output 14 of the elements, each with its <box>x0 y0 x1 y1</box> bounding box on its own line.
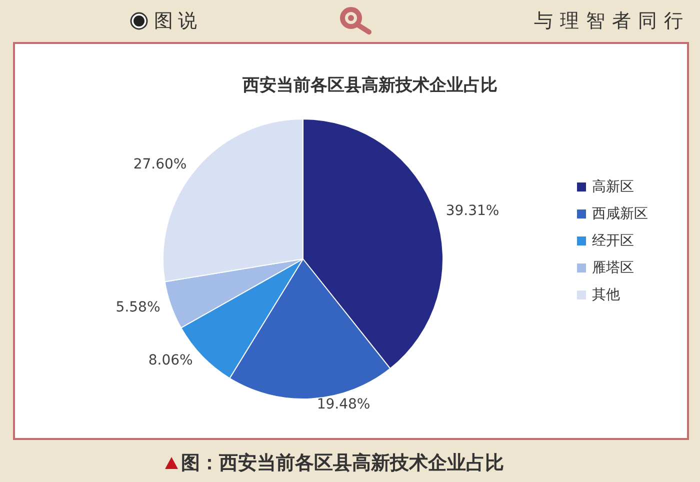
data-label: 8.06% <box>148 352 193 368</box>
data-label: 27.60% <box>133 156 187 172</box>
data-label: 19.48% <box>316 396 370 413</box>
text: 图说 <box>154 9 202 34</box>
legend-label: 雁塔区 <box>592 260 634 276</box>
legend-label: 西咸新区 <box>592 206 648 222</box>
legend-label: 高新区 <box>592 179 634 195</box>
text: 与理智者同行 <box>534 9 690 34</box>
text: 图：西安当前各区县高新技术企业占比 <box>181 451 504 476</box>
legend-label: 经开区 <box>592 233 634 249</box>
data-label: 5.58% <box>116 299 160 316</box>
chart-title: 西安当前各区县高新技术企业占比 <box>242 76 498 96</box>
data-label: 39.31% <box>446 202 500 219</box>
legend-label: 其他 <box>592 287 620 303</box>
